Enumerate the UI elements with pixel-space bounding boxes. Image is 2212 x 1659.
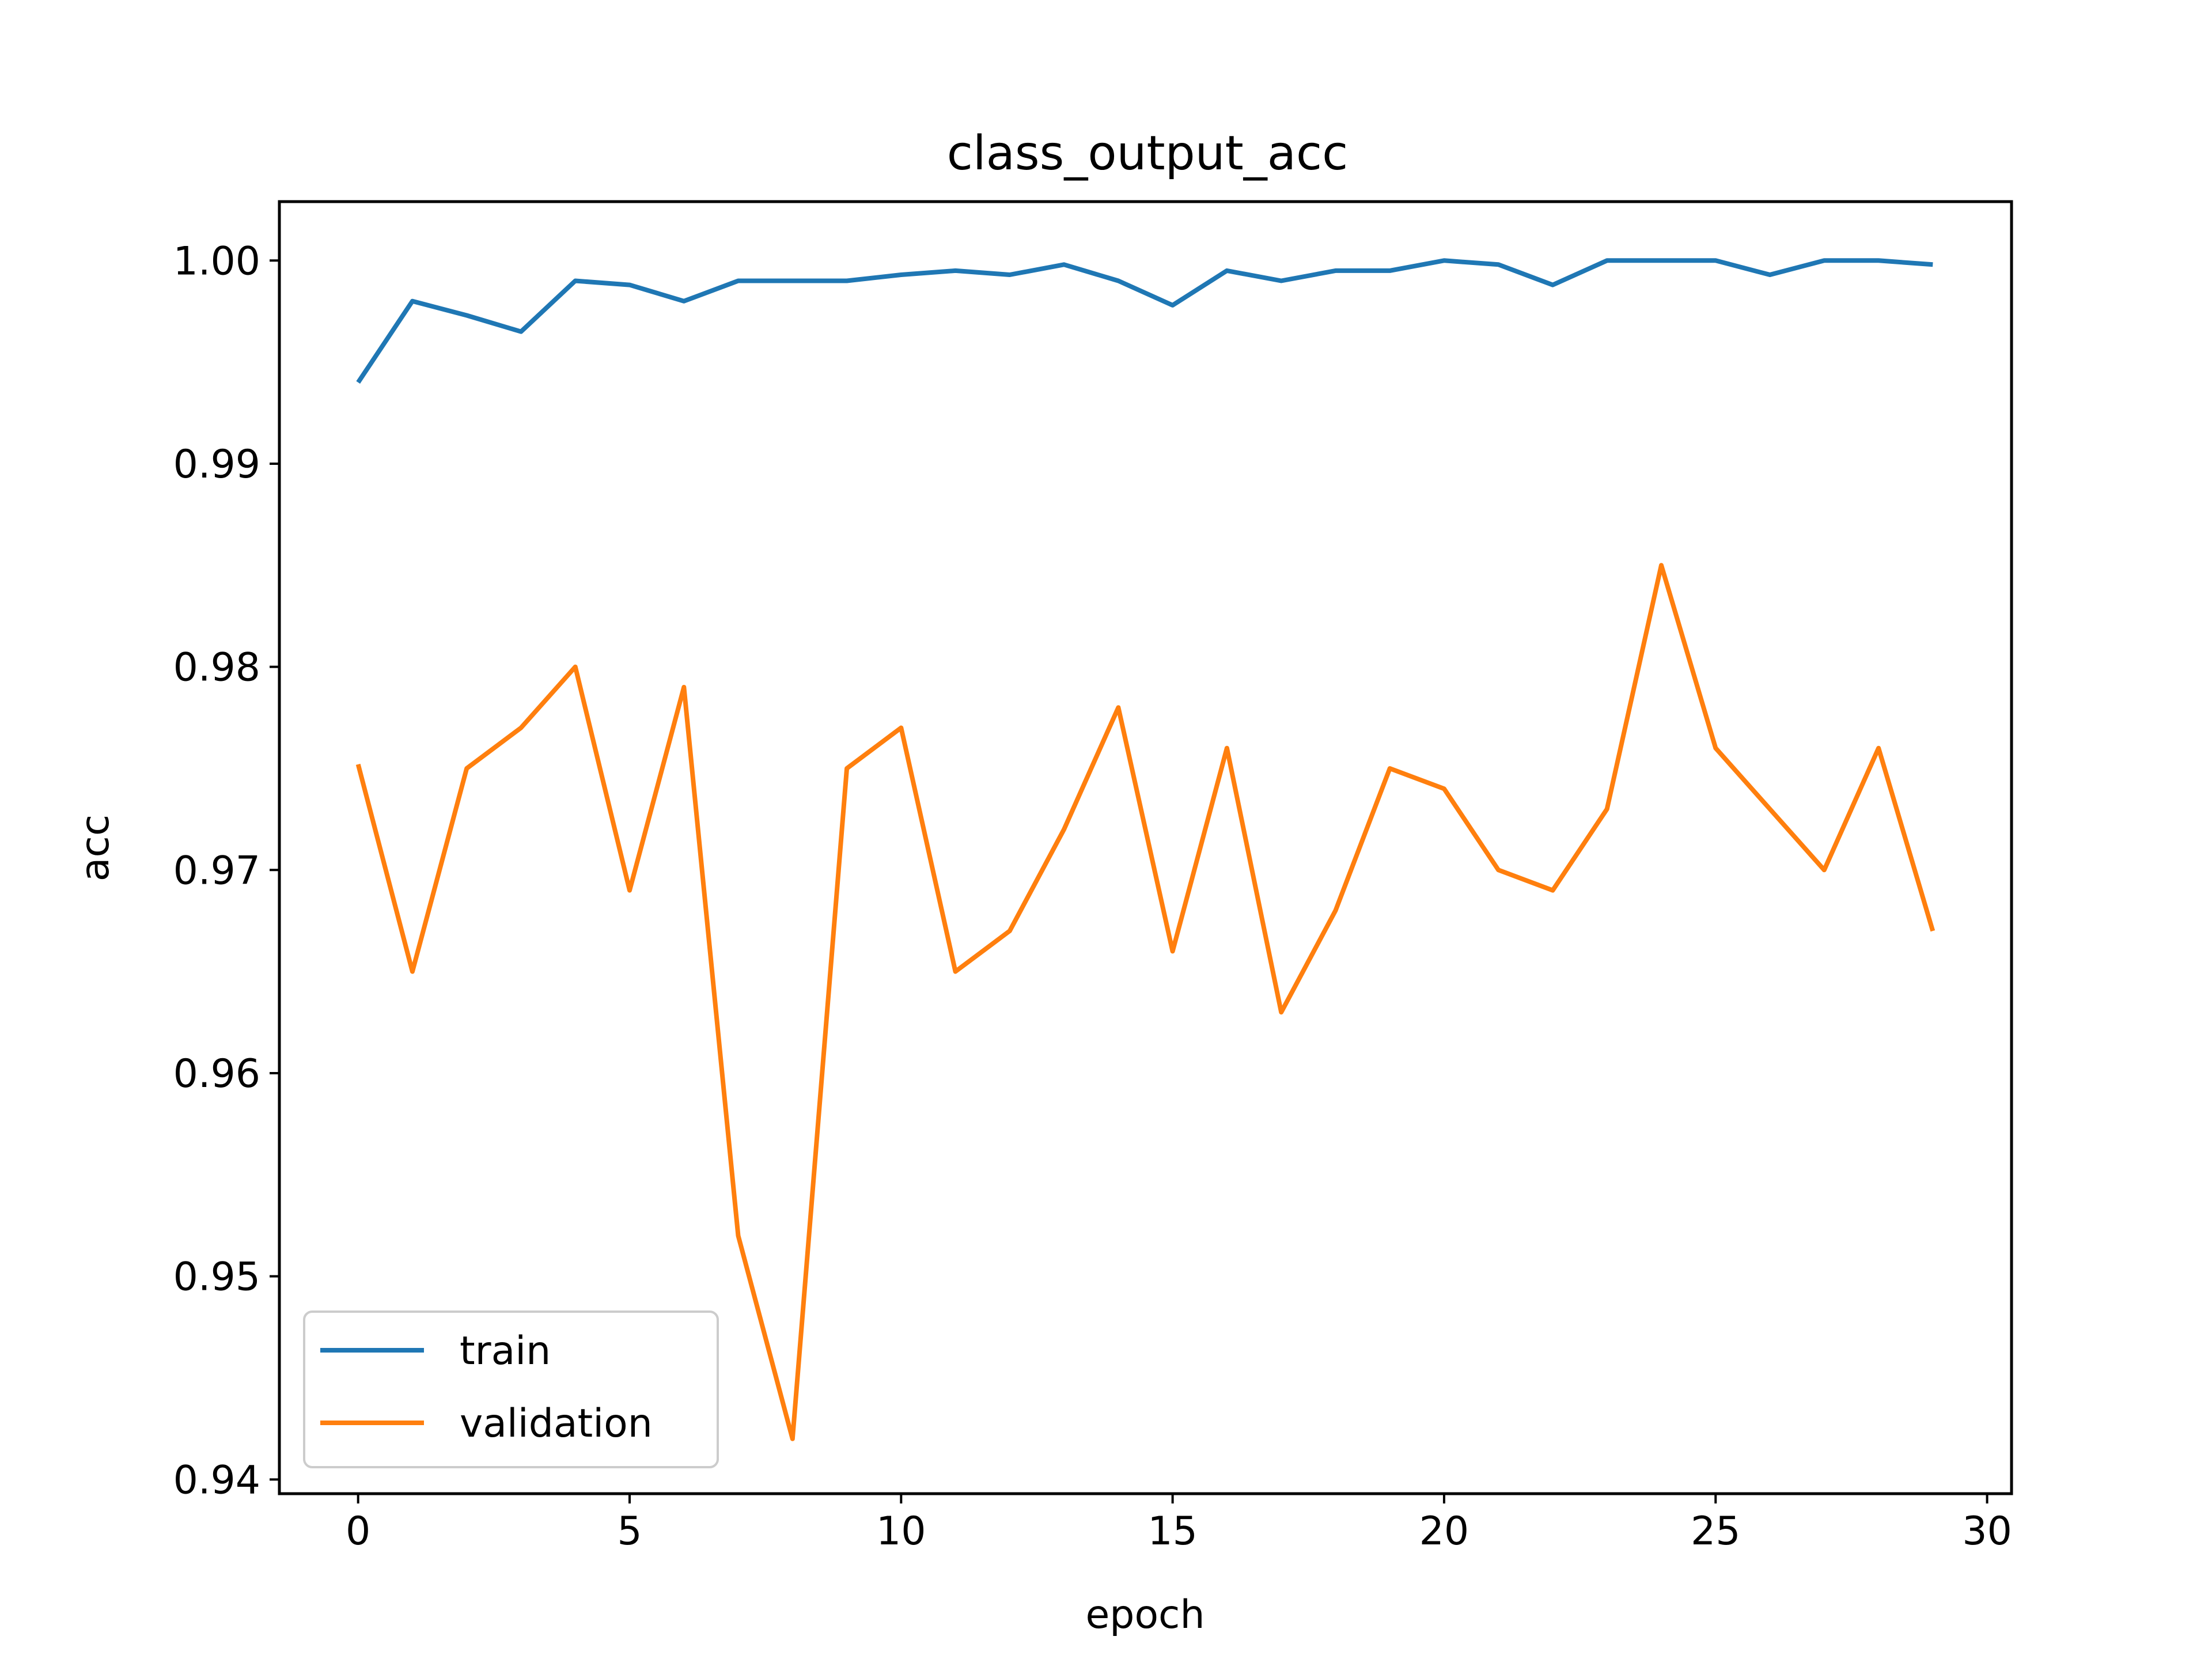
plot-area-frame bbox=[278, 200, 2013, 1495]
x-axis-label: epoch bbox=[1085, 1592, 1205, 1638]
series-line-train bbox=[356, 258, 1933, 384]
y-tick-label-0.99: 0.99 bbox=[173, 442, 260, 487]
legend: train validation bbox=[303, 1310, 719, 1468]
y-tick-label-0.94: 0.94 bbox=[173, 1457, 260, 1503]
y-tick-label-0.96: 0.96 bbox=[173, 1051, 260, 1097]
y-tick-label-0.98: 0.98 bbox=[173, 645, 260, 691]
x-axis-ticks: 0 5 10 15 20 25 30 bbox=[346, 1494, 2012, 1554]
x-tick-label-0: 0 bbox=[346, 1509, 370, 1554]
x-tick-label-20: 20 bbox=[1419, 1509, 1469, 1554]
x-tick-label-5: 5 bbox=[617, 1509, 642, 1554]
x-tick-label-15: 15 bbox=[1147, 1509, 1198, 1554]
x-tick-label-30: 30 bbox=[1962, 1509, 2012, 1554]
series-layer bbox=[355, 258, 1936, 1441]
y-axis-label: acc bbox=[73, 815, 118, 881]
x-tick-label-10: 10 bbox=[876, 1509, 926, 1554]
chart-title: class_output_acc bbox=[947, 126, 1348, 181]
y-tick-label-0.95: 0.95 bbox=[173, 1255, 260, 1300]
y-tick-label-0.97: 0.97 bbox=[173, 848, 260, 893]
legend-label-train: train bbox=[460, 1328, 551, 1374]
series-line-validation bbox=[355, 563, 1936, 1441]
y-tick-label-1.00: 1.00 bbox=[173, 238, 260, 284]
x-tick-label-25: 25 bbox=[1691, 1509, 1741, 1554]
y-axis-ticks: 0.94 0.95 0.96 0.97 0.98 0.99 1.00 bbox=[173, 238, 279, 1503]
legend-label-validation: validation bbox=[460, 1401, 653, 1446]
